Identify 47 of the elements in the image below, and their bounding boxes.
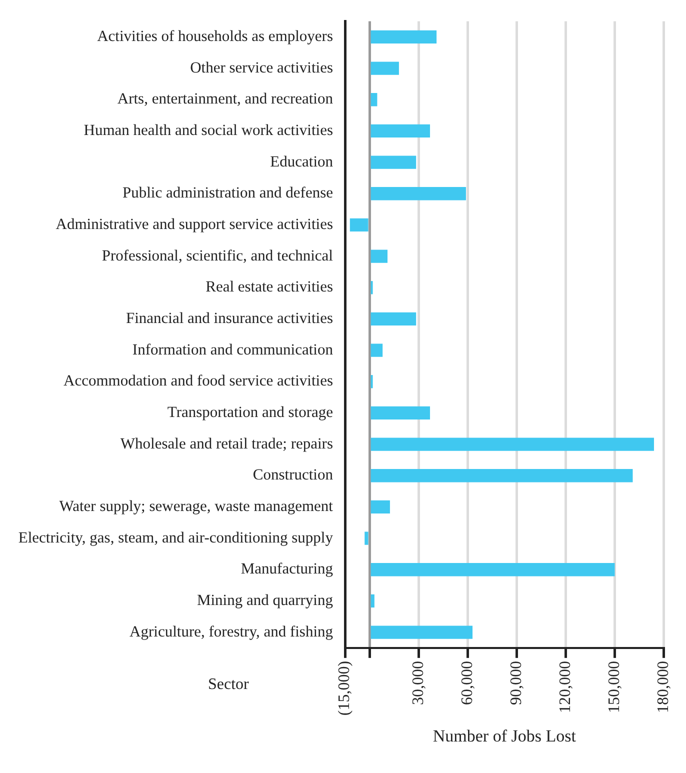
bar [370, 344, 383, 357]
bar [350, 218, 368, 232]
y-tick-label: Transportation and storage [167, 404, 334, 422]
y-tick-label: Administrative and support service activities [56, 216, 333, 234]
y-tick-label: Wholesale and retail trade; repairs [120, 435, 333, 452]
y-tick-label: Other service activities [190, 59, 333, 76]
bar [370, 563, 615, 576]
bar [370, 469, 633, 482]
bar [370, 312, 416, 326]
y-axis-title: Sector [208, 676, 249, 694]
x-tick-label: 150,000 [606, 660, 623, 713]
bar [370, 30, 437, 44]
y-tick-label: Accommodation and food service activities [64, 372, 333, 390]
y-tick-label: Human health and social work activities [84, 122, 333, 140]
bar [370, 594, 374, 608]
x-tick-label: 30,000 [410, 660, 427, 705]
y-tick-label: Construction [252, 466, 334, 484]
y-tick-label: Water supply; sewerage, waste management [59, 498, 334, 516]
bar [370, 62, 399, 75]
y-tick-label: Manufacturing [240, 560, 334, 578]
bar [370, 626, 473, 639]
bar [370, 250, 388, 263]
y-tick-label: Public administration and defense [122, 184, 334, 202]
x-tick-label: (15,000) [336, 660, 354, 716]
y-tick-label: Mining and quarrying [196, 592, 334, 610]
y-tick-label: Real estate activities [206, 278, 333, 296]
bar [370, 500, 390, 514]
bar [370, 93, 378, 106]
y-tick-label: Financial and insurance activities [126, 310, 333, 328]
x-tick-label: 60,000 [458, 660, 476, 705]
x-tick-label: 180,000 [655, 660, 672, 713]
y-tick-label: Arts, entertainment, and recreation [117, 90, 334, 108]
bar [370, 438, 654, 451]
y-tick-label: Information and communication [132, 341, 334, 358]
bar [370, 406, 430, 420]
x-tick-label: 120,000 [556, 660, 574, 713]
y-tick-label: Electricity, gas, steam, and air-conditioning supply [18, 529, 334, 546]
bar [370, 156, 416, 169]
x-axis-title: Number of Jobs Lost [432, 726, 576, 746]
bar [364, 532, 368, 545]
y-tick-label: Education [270, 153, 334, 170]
y-tick-label: Activities of households as employers [97, 28, 333, 46]
bar [370, 124, 430, 138]
y-tick-label: Professional, scientific, and technical [102, 247, 333, 264]
y-tick-label: Agriculture, forestry, and fishing [130, 623, 334, 640]
bar [370, 187, 466, 200]
x-tick-label: 90,000 [508, 660, 525, 705]
